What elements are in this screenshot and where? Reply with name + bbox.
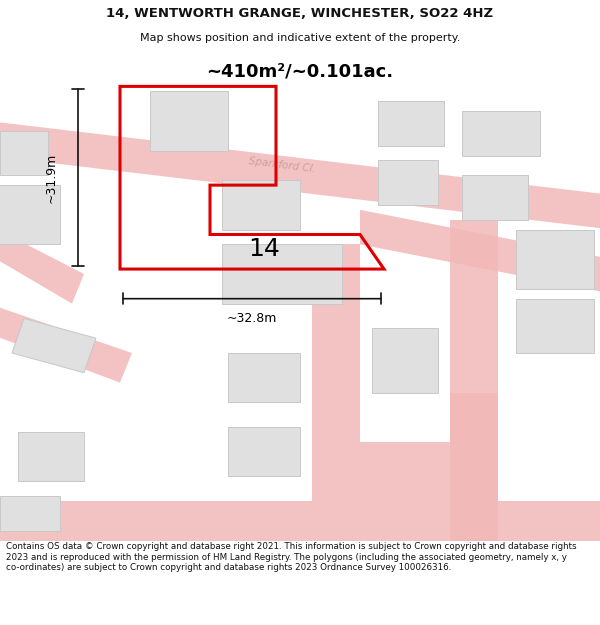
- Polygon shape: [516, 229, 594, 289]
- Polygon shape: [450, 219, 498, 551]
- Polygon shape: [462, 111, 540, 156]
- Polygon shape: [312, 244, 360, 501]
- Polygon shape: [222, 180, 300, 229]
- Polygon shape: [150, 91, 228, 151]
- Polygon shape: [0, 185, 60, 244]
- Polygon shape: [0, 496, 60, 531]
- Polygon shape: [222, 244, 342, 304]
- Polygon shape: [0, 224, 84, 304]
- Polygon shape: [12, 318, 96, 372]
- Polygon shape: [18, 432, 84, 481]
- Polygon shape: [228, 353, 300, 402]
- Polygon shape: [378, 101, 444, 146]
- Text: Contains OS data © Crown copyright and database right 2021. This information is : Contains OS data © Crown copyright and d…: [6, 542, 577, 572]
- Polygon shape: [462, 175, 528, 219]
- Polygon shape: [378, 161, 438, 205]
- Polygon shape: [0, 121, 600, 229]
- Polygon shape: [228, 427, 300, 476]
- Text: 14, WENTWORTH GRANGE, WINCHESTER, SO22 4HZ: 14, WENTWORTH GRANGE, WINCHESTER, SO22 4…: [106, 7, 494, 19]
- Polygon shape: [0, 501, 600, 551]
- Polygon shape: [360, 210, 600, 294]
- Text: Sparkford Cl.: Sparkford Cl.: [248, 156, 316, 174]
- Text: ~32.8m: ~32.8m: [227, 312, 277, 325]
- Text: 14: 14: [248, 238, 280, 261]
- Polygon shape: [0, 304, 132, 382]
- Polygon shape: [0, 131, 48, 175]
- Polygon shape: [360, 392, 498, 501]
- Polygon shape: [372, 328, 438, 392]
- Text: Map shows position and indicative extent of the property.: Map shows position and indicative extent…: [140, 33, 460, 44]
- Text: ~31.9m: ~31.9m: [44, 152, 58, 203]
- Polygon shape: [516, 299, 594, 353]
- Text: ~410m²/~0.101ac.: ~410m²/~0.101ac.: [206, 62, 394, 81]
